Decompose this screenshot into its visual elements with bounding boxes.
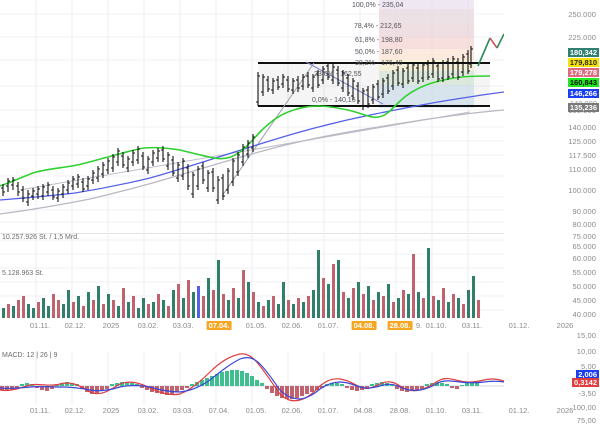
macd-chart-svg [0,352,504,405]
fib-label-50: 50,0% - 187,60 [355,49,403,56]
ytick-vol-0: 65.000 [572,242,596,251]
ytick-price-6: 125.000 [568,137,596,146]
macd-badge-0[interactable]: 2,006 [576,370,599,379]
ohlc-bars [1,46,473,206]
volume-bars [2,248,480,318]
xtick-b-5: 07.04. [208,406,230,415]
ytick-macd-0: 15,00 [576,331,596,340]
xtick-b-8: 01.07. [317,406,339,415]
xtick-b-12: 01.10. [425,406,447,415]
time-axis-upper[interactable]: 01.11. 02.12. 2025 03.02. 03.03. 07.04. … [0,321,600,333]
price-badge-5[interactable]: 146,266 [567,89,599,98]
macd-signal-line [0,357,504,400]
price-axis-right[interactable]: 250.000 225.000 200.000 150.000 140.000 … [504,0,600,425]
ytick-price-0: 250.000 [568,10,596,19]
fibonacci-bands [379,0,474,108]
xtick-2: 2025 [102,321,120,330]
xtick-9-highlight[interactable]: 04.08. [351,321,377,330]
price-badge-7[interactable]: 135,236 [567,103,599,112]
fib-label-618: 61,8% - 198,80 [355,37,403,44]
ytick-price-7: 117.500 [568,151,596,160]
xtick-b-10: 28.08. [389,406,411,415]
xtick-b-6: 01.05. [245,406,267,415]
sma-blue-line [0,91,504,201]
sma-green-line [0,75,491,187]
macd-plot-area[interactable] [0,352,504,405]
price-badge-2[interactable]: 179,278 [567,68,599,77]
xtick-b-14: 01.12. [508,406,530,415]
xtick-b-9: 04.08. [353,406,375,415]
xtick-b-3: 03.02. [137,406,159,415]
xtick-b-13: 03.11. [461,406,483,415]
xtick-8: 01.07. [317,321,339,330]
xtick-3: 03.02. [137,321,159,330]
fib-label-236: 23,6% - 162,55 [314,71,362,78]
xtick-5-highlight[interactable]: 07.04. [206,321,232,330]
xtick-1: 02.12. [64,321,86,330]
ytick-vol-1: 60.000 [572,254,596,263]
ytick-vol-2: 55.000 [572,268,596,277]
ytick-price-11: 80.000 [572,220,596,229]
ytick-vol-3: 50.000 [572,282,596,291]
fib-label-100: 100,0% - 235,04 [352,2,404,9]
panel-divider-volume [0,233,504,234]
volume-panel[interactable]: 10.257.926 St. / 1,5 Mrd. 5.128.963 St. [0,234,504,318]
xtick-b-15: 2026 [556,406,574,415]
price-chart-svg [0,0,504,232]
ytick-price-5: 140.000 [568,123,596,132]
ytick-price-9: 100.000 [568,186,596,195]
xtick-0: 01.11. [29,321,51,330]
xtick-7: 02.06. [281,321,303,330]
volume-label-mid: 5.128.963 St. [2,270,44,277]
macd-badge-1[interactable]: 0,3142 [572,378,599,387]
xtick-b-4: 03.03. [172,406,194,415]
ytick-price-10: 90.000 [572,207,596,216]
fib-label-382: 38,2% - 176,40 [355,60,403,67]
volume-label-top: 10.257.926 St. / 1,5 Mrd. [2,234,80,241]
xtick-14: 01.12. [508,321,530,330]
xtick-11: 9. [415,321,423,330]
fib-label-784: 78,4% - 212,65 [354,23,402,30]
ytick-macd-2: 5,00 [581,362,596,371]
macd-panel[interactable]: MACD: 12 | 26 | 9 [0,352,504,405]
sma-gray-line [0,109,504,215]
ytick-macd-5: 75,00 [576,416,596,425]
xtick-15: 2026 [556,321,574,330]
xtick-b-7: 02.06. [281,406,303,415]
ytick-price-8: 110.000 [568,165,596,174]
price-panel[interactable]: 100,0% - 235,04 78,4% - 212,65 61,8% - 1… [0,0,504,232]
ytick-vol-5: 40.000 [572,310,596,319]
xtick-13: 03.11. [461,321,483,330]
ytick-vol-4: 45.000 [572,296,596,305]
ytick-price-12: 75.000 [572,232,596,241]
ytick-price-1: 225.000 [568,33,596,42]
ytick-macd-3: -3,50 [578,389,596,398]
price-plot-area[interactable] [0,0,504,232]
xtick-4: 03.03. [172,321,194,330]
xtick-b-2: 2025 [102,406,120,415]
time-axis-lower[interactable]: 01.11. 02.12. 2025 03.02. 03.03. 07.04. … [0,406,600,418]
xtick-b-0: 01.11. [29,406,51,415]
xtick-12: 01.10. [425,321,447,330]
price-badge-0[interactable]: 180,342 [567,48,599,57]
price-badge-3[interactable]: 160,843 [567,78,599,87]
trend-lines [19,61,471,197]
volume-plot-area[interactable] [0,234,504,318]
ytick-macd-1: 10,00 [576,347,596,356]
macd-indicator-label: MACD: 12 | 26 | 9 [2,352,58,359]
price-badge-1[interactable]: 179,810 [567,58,599,67]
volume-chart-svg [0,234,504,318]
forecast-projection [477,33,504,67]
xtick-6: 01.05. [245,321,267,330]
xtick-b-1: 02.12. [64,406,86,415]
xtick-10-highlight[interactable]: 28.08. [387,321,413,330]
ytick-macd-4: 100,00 [572,403,596,412]
fib-label-0: 0,0% - 140,16 [312,97,356,104]
macd-line [0,353,504,402]
